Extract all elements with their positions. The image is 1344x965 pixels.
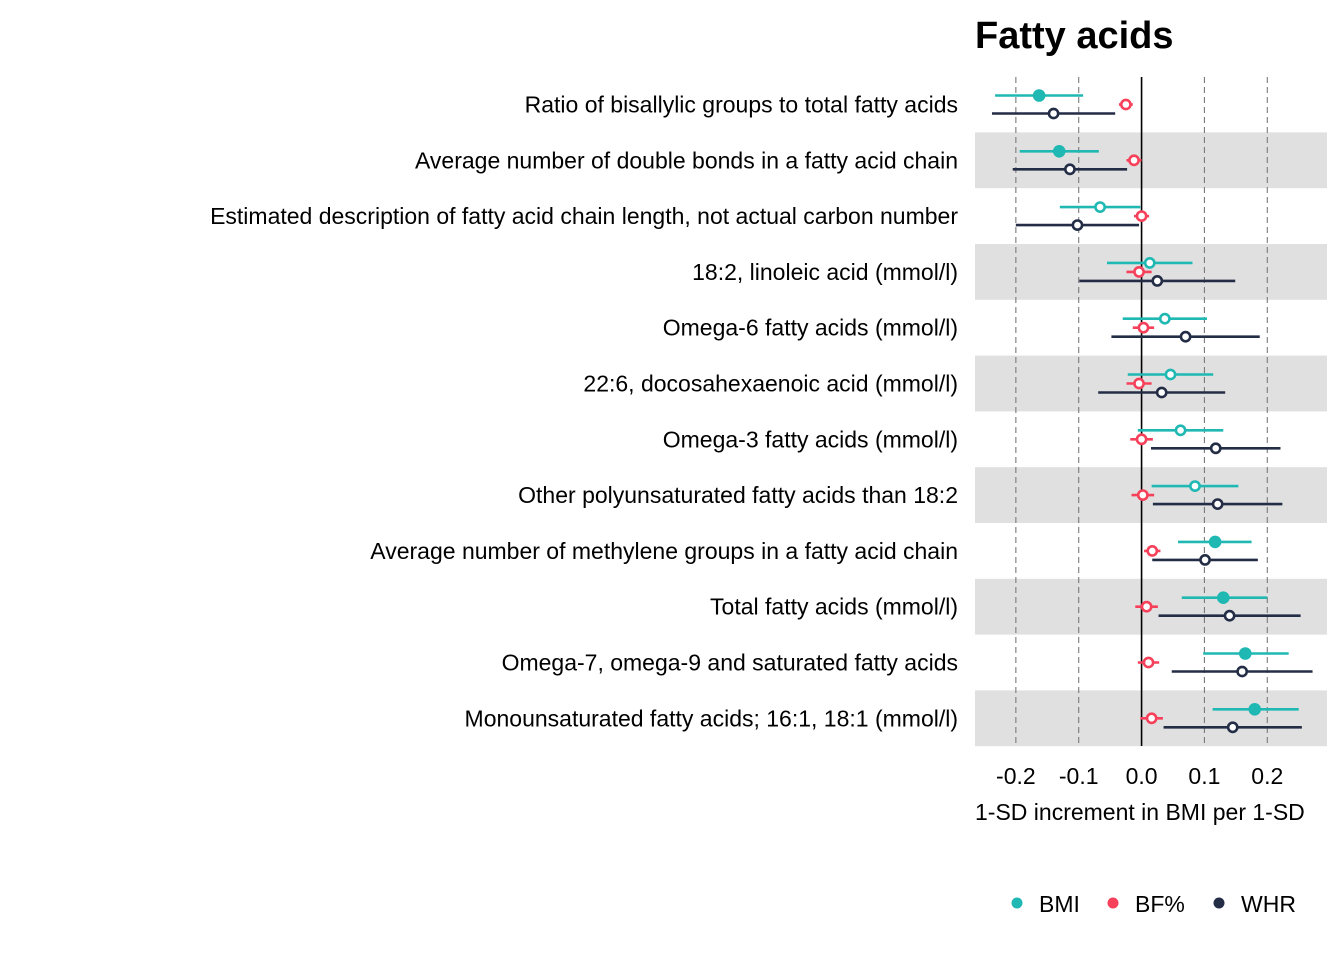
legend: BMI BF% WHR bbox=[1011, 891, 1296, 917]
x-tick-label: 0.1 bbox=[1188, 763, 1220, 789]
data-point bbox=[1208, 535, 1222, 549]
legend-marker bbox=[1213, 897, 1225, 909]
legend-marker bbox=[1107, 897, 1119, 909]
data-point bbox=[1155, 386, 1168, 399]
legend-marker bbox=[1011, 897, 1023, 909]
series-bf- bbox=[1118, 98, 1163, 725]
data-point bbox=[1216, 591, 1230, 605]
data-point bbox=[1128, 154, 1140, 167]
data-point bbox=[1143, 256, 1156, 269]
category-labels: Ratio of bisallylic groups to total fatt… bbox=[210, 92, 958, 732]
category-label: Estimated description of fatty acid chai… bbox=[210, 203, 958, 229]
data-point bbox=[1223, 609, 1236, 622]
data-point bbox=[1094, 201, 1106, 213]
x-tick-label: -0.2 bbox=[996, 763, 1036, 789]
data-point bbox=[1135, 433, 1148, 446]
x-axis-label: 1-SD increment in BMI per 1-SD bbox=[975, 799, 1305, 825]
data-point bbox=[1209, 442, 1222, 455]
category-label: 18:2, linoleic acid (mmol/l) bbox=[692, 259, 958, 285]
category-label: Ratio of bisallylic groups to total fatt… bbox=[525, 92, 958, 118]
category-label: Omega-3 fatty acids (mmol/l) bbox=[663, 426, 958, 452]
data-point bbox=[1142, 656, 1155, 669]
data-point bbox=[1146, 545, 1159, 557]
data-point bbox=[1052, 145, 1066, 158]
category-label: Average number of double bonds in a fatt… bbox=[415, 147, 958, 173]
category-label: Other polyunsaturated fatty acids than 1… bbox=[518, 482, 958, 508]
data-point bbox=[1179, 330, 1192, 343]
data-point bbox=[1071, 219, 1084, 231]
x-tick-label: 0.0 bbox=[1126, 763, 1158, 789]
data-point bbox=[1145, 712, 1158, 725]
data-point bbox=[1164, 368, 1177, 381]
category-label: Total fatty acids (mmol/l) bbox=[710, 594, 958, 620]
row-band bbox=[975, 132, 1327, 189]
series-layer bbox=[991, 89, 1313, 734]
data-point bbox=[1137, 321, 1150, 334]
legend-label: BMI bbox=[1039, 891, 1080, 917]
category-label: 22:6, docosahexaenoic acid (mmol/l) bbox=[583, 371, 958, 397]
series-whr bbox=[991, 107, 1313, 734]
data-point bbox=[1174, 424, 1187, 437]
data-point bbox=[1064, 163, 1076, 176]
category-label: Omega-7, omega-9 and saturated fatty aci… bbox=[502, 650, 958, 676]
category-label: Average number of methylene groups in a … bbox=[370, 538, 958, 564]
chart-title: Fatty acids bbox=[975, 15, 1174, 57]
legend-item: BF% bbox=[1107, 891, 1185, 917]
data-point bbox=[1226, 721, 1239, 734]
data-point bbox=[1140, 600, 1153, 613]
data-point bbox=[1133, 265, 1145, 278]
data-point bbox=[1189, 480, 1201, 492]
legend-label: WHR bbox=[1241, 891, 1296, 917]
data-point bbox=[1151, 274, 1164, 287]
series-bmi bbox=[995, 89, 1299, 716]
data-point bbox=[1133, 377, 1145, 390]
category-label: Omega-6 fatty acids (mmol/l) bbox=[663, 315, 958, 341]
x-tick-label: 0.2 bbox=[1251, 763, 1283, 789]
data-point bbox=[1135, 210, 1148, 222]
x-axis-ticks: -0.2 -0.1 0.0 0.1 0.2 bbox=[996, 763, 1283, 789]
category-label: Monounsaturated fatty acids; 16:1, 18:1 … bbox=[465, 705, 958, 731]
data-point bbox=[1236, 665, 1249, 678]
legend-label: BF% bbox=[1135, 891, 1185, 917]
data-point bbox=[1158, 312, 1171, 325]
data-point bbox=[1248, 703, 1262, 716]
legend-item: BMI bbox=[1011, 891, 1080, 917]
gridlines bbox=[1015, 77, 1268, 746]
x-tick-label: -0.1 bbox=[1059, 763, 1099, 789]
data-point bbox=[1032, 89, 1046, 102]
data-point bbox=[1119, 98, 1132, 111]
data-point bbox=[1238, 647, 1252, 660]
data-point bbox=[1047, 107, 1060, 120]
legend-item: WHR bbox=[1213, 891, 1296, 917]
data-point bbox=[1136, 489, 1149, 501]
data-point bbox=[1211, 498, 1224, 510]
data-point bbox=[1199, 554, 1211, 566]
